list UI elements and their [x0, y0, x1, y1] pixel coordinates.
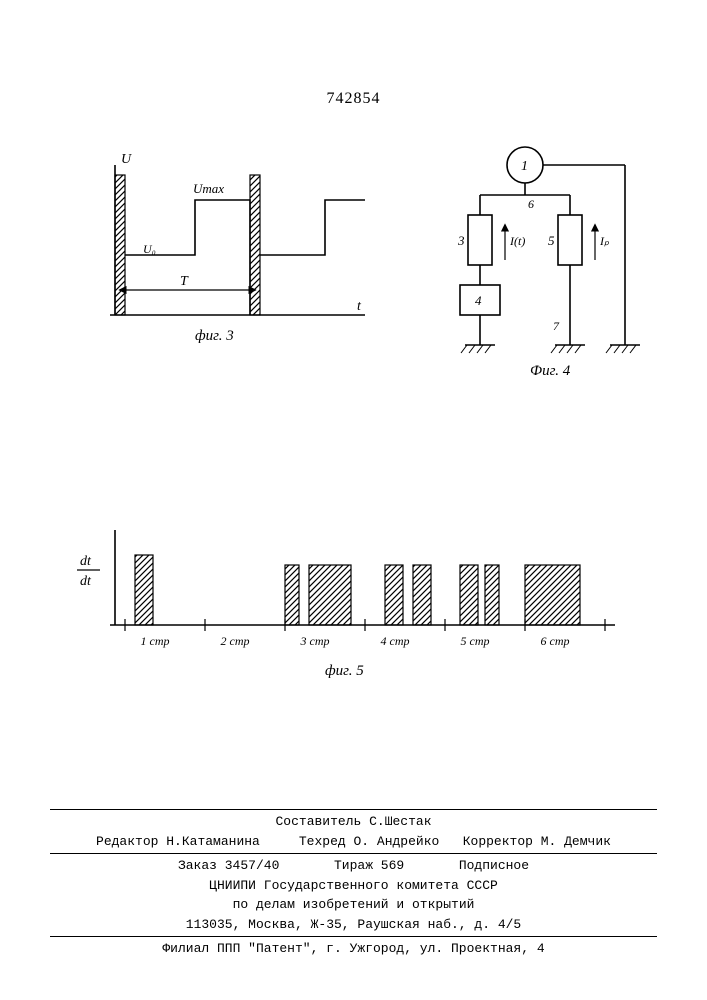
fig5-bar	[485, 565, 499, 625]
fig4-it-label: I(t)	[509, 234, 525, 248]
footer-order: Заказ 3457/40	[178, 858, 279, 873]
fig3-xlabel: t	[357, 299, 362, 314]
fig3-step-2	[260, 200, 365, 255]
fig5-ticklabel: 4 стр	[381, 634, 410, 648]
fig5-ticklabel: 6 стр	[541, 634, 570, 648]
fig5-ticklabel: 5 стр	[461, 634, 490, 648]
fig3: U t U₀ Umax T фиг. 3	[110, 152, 365, 344]
footer-filial: Филиал ППП "Патент", г. Ужгород, ул. Про…	[0, 940, 707, 958]
fig4-ground-mid	[551, 345, 585, 353]
fig3-u0: U₀	[143, 242, 156, 256]
fig4: 1 6 3 I(t) 4	[457, 147, 640, 379]
fig5-bar	[135, 555, 153, 625]
figure-5: dt dt 1 стр 2 стр 3 стр 4 стр 5 стр 6 стр фиг…	[75, 500, 635, 700]
footer-podpis: Подписное	[459, 858, 529, 873]
fig4-wire7: 7	[553, 319, 560, 333]
footer-addr: 113035, Москва, Ж-35, Раушская наб., д. …	[0, 916, 707, 934]
fig5-bar	[525, 565, 580, 625]
figures-3-4: U t U₀ Umax T фиг. 3 1	[85, 135, 645, 435]
fig5-ticklabel: 1 стр	[141, 634, 170, 648]
page: 742854 U t U₀	[0, 0, 707, 1000]
footer-org1: ЦНИИПИ Государственного комитета СССР	[0, 877, 707, 895]
fig5-bar	[413, 565, 431, 625]
fig5-ylabel-top: dt	[80, 554, 92, 569]
fig4-block-5	[558, 215, 582, 265]
fig4-block4-label: 4	[475, 293, 482, 308]
fig4-caption: Фиг. 4	[530, 363, 571, 379]
fig3-spike-1	[115, 175, 125, 315]
footer-corrector: Корректор М. Демчик	[463, 834, 611, 849]
footer-tirazh: Тираж 569	[334, 858, 404, 873]
fig5-caption: фиг. 5	[325, 663, 364, 679]
footer-org2: по делам изобретений и открытий	[0, 896, 707, 914]
fig3-t-label: T	[180, 274, 189, 289]
fig4-ground-left	[461, 345, 495, 353]
fig4-block5-label: 5	[548, 233, 555, 248]
footer-techred: Техред О. Андрейко	[299, 834, 439, 849]
fig4-block3-label: 3	[457, 233, 465, 248]
fig4-ground-right	[606, 345, 640, 353]
fig5-bar	[460, 565, 478, 625]
fig5-ylabel-bot: dt	[80, 574, 92, 589]
fig5-bars	[135, 555, 580, 625]
footer-editor: Редактор Н.Катаманина	[96, 834, 260, 849]
fig4-wire6: 6	[528, 197, 534, 211]
fig5-ticklabel: 2 стр	[221, 634, 250, 648]
fig3-step-1	[125, 200, 250, 315]
fig5-ticklabel: 3 стр	[300, 634, 330, 648]
footer: Составитель С.Шестак Редактор Н.Катамани…	[0, 806, 707, 960]
fig3-caption: фиг. 3	[195, 328, 234, 344]
fig5-bar	[285, 565, 299, 625]
patent-number: 742854	[0, 90, 707, 108]
footer-compiler: Составитель С.Шестак	[275, 814, 431, 829]
fig3-umax: Umax	[193, 181, 224, 196]
fig5-bar	[309, 565, 351, 625]
fig5-bar	[385, 565, 403, 625]
fig3-spike-2	[250, 175, 260, 315]
fig4-ip-label: Iₚ	[599, 234, 610, 248]
fig5-labels: 1 стр 2 стр 3 стр 4 стр 5 стр 6 стр	[141, 634, 570, 648]
fig3-ylabel: U	[121, 152, 132, 167]
fig4-node1-label: 1	[521, 159, 528, 174]
fig4-block-3	[468, 215, 492, 265]
